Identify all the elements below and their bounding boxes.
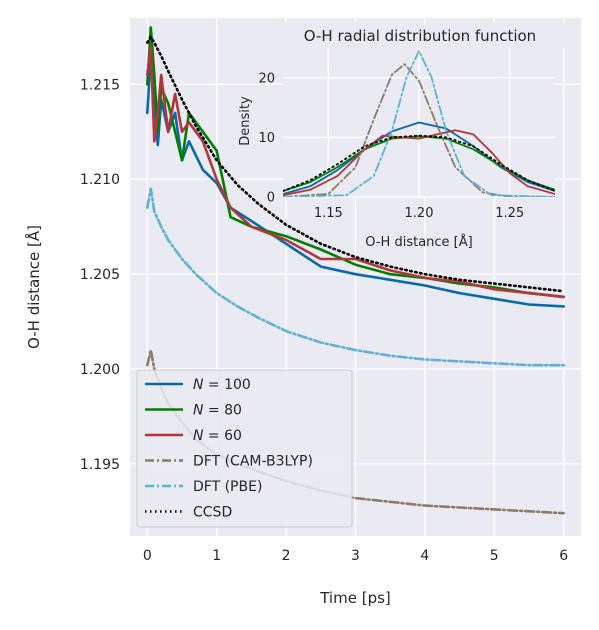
main-x-axis-label: Time [ps] [319, 589, 391, 607]
series-line [146, 45, 566, 299]
series-line [283, 135, 555, 192]
legend-label: DFT (PBE) [193, 479, 262, 495]
legend-label-variable: N [193, 403, 204, 419]
main-x-tick-labels: 0 1 2 3 4 5 6 [143, 548, 568, 564]
y-tick-label: 1.205 [80, 267, 120, 283]
legend-label-value: = 100 [203, 377, 250, 393]
series-line [283, 134, 555, 192]
inset-title-background [268, 23, 572, 48]
inset-title: O-H radial distribution function [304, 27, 536, 45]
legend-label: N = 100 [193, 377, 251, 393]
series-line [283, 50, 555, 197]
x-tick-label: 5 [490, 548, 499, 564]
inset-y-axis-label: Density [238, 96, 253, 146]
y-tick-label: 20 [258, 71, 275, 86]
y-tick-label: 1.200 [80, 362, 120, 378]
y-tick-label: 0 [267, 191, 275, 206]
x-tick-label: 3 [351, 548, 360, 564]
y-tick-label: 1.195 [80, 457, 120, 473]
main-y-tick-labels: 1.195 1.200 1.205 1.210 1.215 [80, 77, 120, 472]
y-tick-label: 1.210 [80, 172, 120, 188]
main-y-axis-label: O-H distance [Å] [24, 225, 43, 349]
inset-chart: 1.15 1.20 1.25 0 10 20 O-H radial distributi… [238, 23, 572, 250]
legend-label: CCSD [193, 505, 232, 521]
y-tick-label: 10 [258, 131, 275, 146]
series-line [283, 129, 555, 197]
inset-x-axis-label: O-H distance [Å] [365, 234, 472, 250]
x-tick-label: 1.25 [495, 206, 524, 221]
x-tick-label: 2 [282, 548, 291, 564]
legend-label-variable: N [193, 377, 204, 393]
x-tick-label: 6 [559, 548, 568, 564]
legend-label-value: = 80 [203, 403, 241, 419]
series-line [146, 35, 566, 293]
x-tick-label: 4 [420, 548, 429, 564]
y-tick-label: 1.215 [80, 77, 120, 93]
legend-box [136, 369, 353, 528]
inset-x-tick-labels: 1.15 1.20 1.25 [314, 206, 524, 221]
legend-label-value: = 60 [203, 428, 241, 444]
x-tick-label: 1 [212, 548, 221, 564]
legend-label: N = 60 [193, 428, 242, 444]
inset-y-tick-labels: 0 10 20 [258, 71, 275, 205]
legend-label-variable: N [193, 428, 204, 444]
x-tick-label: 1.15 [314, 206, 343, 221]
x-tick-label: 1.20 [405, 206, 434, 221]
legend-label: N = 80 [193, 403, 242, 419]
x-tick-label: 0 [143, 548, 152, 564]
inset-lines [283, 50, 555, 197]
series-line [146, 187, 566, 367]
legend-label: DFT (CAM-B3LYP) [193, 454, 313, 470]
